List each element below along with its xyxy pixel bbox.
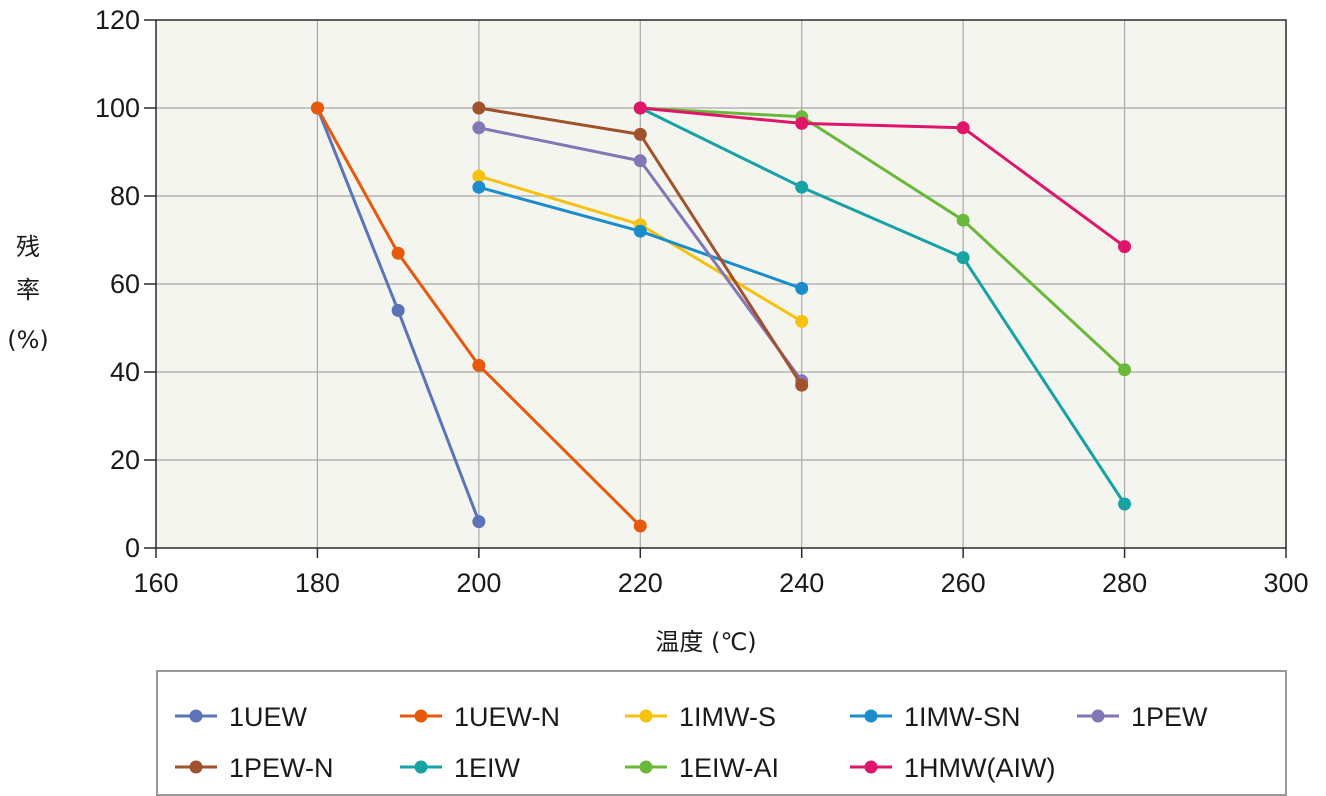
data-point bbox=[391, 303, 405, 317]
data-point bbox=[472, 180, 486, 194]
data-point bbox=[391, 246, 405, 260]
data-point bbox=[795, 116, 809, 130]
x-tick-label: 260 bbox=[941, 568, 986, 598]
legend-label: 1PEW bbox=[1131, 702, 1208, 732]
x-tick-label: 200 bbox=[456, 568, 501, 598]
legend-label: 1UEW bbox=[229, 702, 308, 732]
legend-marker bbox=[414, 709, 428, 723]
data-point bbox=[472, 101, 486, 115]
data-point bbox=[633, 519, 647, 533]
x-tick-label: 300 bbox=[1263, 568, 1308, 598]
legend-box bbox=[156, 670, 1287, 796]
series-line bbox=[638, 106, 1127, 506]
legend-label: 1HMW(AIW) bbox=[904, 753, 1055, 783]
data-point bbox=[310, 101, 324, 115]
y-axis-title-part: 率 bbox=[16, 276, 40, 304]
legend-label: 1EIW-AI bbox=[679, 753, 779, 783]
legend-label: 1PEW-N bbox=[229, 753, 334, 783]
series-line bbox=[638, 106, 1127, 249]
plot-area: 0 20 40 60 80 100 120 160 180 200 220 240 260 280 300 温… bbox=[7, 5, 1308, 656]
data-point bbox=[472, 358, 486, 372]
y-tick-label: 80 bbox=[110, 181, 140, 211]
data-point bbox=[795, 314, 809, 328]
y-tick-label: 120 bbox=[95, 5, 140, 35]
x-tick-label: 220 bbox=[618, 568, 663, 598]
x-tick-label: 280 bbox=[1102, 568, 1147, 598]
y-tick-label: 40 bbox=[110, 357, 140, 387]
y-axis-title-part: (%) bbox=[7, 326, 49, 354]
data-point bbox=[956, 213, 970, 227]
legend-marker bbox=[189, 760, 203, 774]
data-point bbox=[633, 224, 647, 238]
legend-label: 1EIW bbox=[454, 753, 521, 783]
legend-marker bbox=[639, 709, 653, 723]
y-tick-label: 100 bbox=[95, 93, 140, 123]
data-point bbox=[472, 515, 486, 529]
legend-label: 1IMW-SN bbox=[904, 702, 1021, 732]
y-tick-label: 20 bbox=[110, 445, 140, 475]
data-point bbox=[1118, 240, 1132, 254]
legend-marker bbox=[1091, 709, 1105, 723]
x-tick-label: 240 bbox=[779, 568, 824, 598]
legend-marker bbox=[639, 760, 653, 774]
x-tick-label: 160 bbox=[133, 568, 178, 598]
data-point bbox=[1118, 363, 1132, 377]
x-axis-title: 温度 (℃) bbox=[655, 628, 756, 656]
data-point bbox=[956, 121, 970, 135]
legend: 1UEW 1UEW-N 1IMW-S 1IMW-SN 1PEW 1PEW-N 1EIW 1EI… bbox=[156, 670, 1287, 796]
y-tick-label: 0 bbox=[125, 533, 140, 563]
data-point bbox=[472, 121, 486, 135]
data-point bbox=[633, 127, 647, 141]
series-line bbox=[315, 106, 642, 528]
legend-label: 1UEW-N bbox=[454, 702, 560, 732]
data-point bbox=[472, 169, 486, 183]
data-point bbox=[633, 101, 647, 115]
series-line bbox=[638, 106, 1127, 372]
y-tick-label: 60 bbox=[110, 269, 140, 299]
legend-marker bbox=[864, 760, 878, 774]
data-point bbox=[1118, 497, 1132, 511]
data-point bbox=[795, 281, 809, 295]
x-tick-label: 180 bbox=[295, 568, 340, 598]
legend-marker bbox=[189, 709, 203, 723]
legend-marker bbox=[414, 760, 428, 774]
data-point bbox=[795, 378, 809, 392]
y-axis-title-part: 残 bbox=[16, 233, 40, 261]
data-point bbox=[795, 180, 809, 194]
legend-label: 1IMW-S bbox=[679, 702, 776, 732]
data-point bbox=[956, 251, 970, 265]
legend-marker bbox=[864, 709, 878, 723]
data-point bbox=[633, 154, 647, 168]
